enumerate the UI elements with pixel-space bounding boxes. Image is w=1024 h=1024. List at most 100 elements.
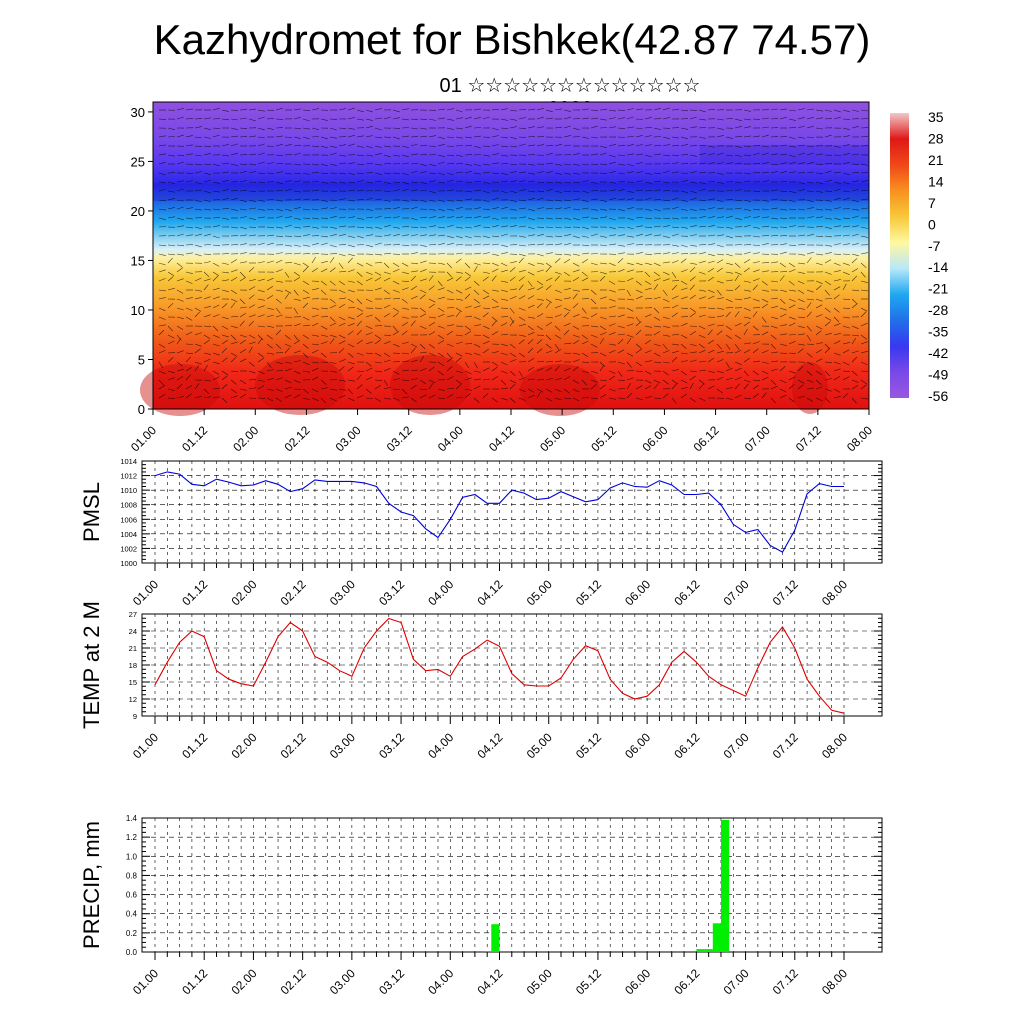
wind-barb — [158, 269, 166, 273]
wind-barb — [230, 226, 238, 229]
wind-barb — [545, 162, 553, 165]
cold-band-upper — [700, 145, 869, 165]
wind-barb — [860, 397, 868, 400]
wind-barb — [320, 181, 328, 184]
wind-barb — [761, 392, 767, 399]
wind-barb — [203, 261, 211, 264]
wind-barb — [347, 181, 356, 184]
wind-barb — [788, 370, 796, 374]
wind-barb — [689, 397, 696, 403]
wind-barb — [572, 198, 580, 201]
wind-barb — [563, 329, 570, 336]
wind-barb — [302, 118, 310, 122]
wind-barb — [410, 143, 418, 147]
wind-barb — [806, 370, 813, 376]
y-tick-label: 1002 — [120, 544, 137, 553]
wind-barb — [644, 350, 652, 354]
wind-barb — [698, 289, 706, 292]
heatmap-x-tick-label: 06.00 — [639, 423, 670, 454]
wind-barb — [419, 216, 427, 219]
wind-barb — [500, 127, 509, 129]
wind-barb — [293, 244, 301, 247]
wind-barb — [680, 172, 689, 174]
wind-barb — [626, 316, 634, 319]
wind-barb — [761, 199, 769, 202]
wind-barb — [824, 397, 831, 403]
wind-barb — [554, 275, 560, 282]
wind-barb — [653, 199, 662, 201]
wind-barb — [824, 235, 832, 238]
wind-barb — [761, 350, 769, 354]
wind-barb — [590, 253, 599, 255]
wind-barb — [734, 394, 742, 399]
wind-barb — [401, 262, 409, 267]
wind-barb — [248, 361, 255, 367]
wind-barb — [194, 395, 202, 399]
wind-barb — [635, 385, 643, 390]
wind-barb — [158, 297, 166, 300]
wind-barb — [824, 217, 832, 220]
wind-barb — [437, 154, 445, 157]
wind-barb — [446, 277, 454, 282]
wind-barb — [626, 323, 634, 327]
wind-barb — [347, 235, 355, 238]
wind-barb — [716, 207, 724, 210]
wind-barb — [743, 267, 750, 273]
wind-barb — [761, 280, 768, 286]
wind-barb — [545, 171, 553, 174]
colorbar-label: 14 — [928, 173, 944, 189]
wind-barb — [329, 257, 335, 264]
wind-barb — [464, 125, 472, 129]
wind-barb — [338, 334, 346, 339]
wind-barb — [662, 316, 670, 320]
wind-barb — [851, 268, 859, 273]
x-tick-label: 02.12 — [278, 730, 309, 761]
wind-barb — [707, 109, 716, 111]
wind-barb — [320, 334, 328, 337]
wind-barb — [347, 244, 355, 248]
wind-barb — [356, 307, 364, 312]
wind-barb — [320, 145, 328, 149]
wind-barb — [284, 386, 292, 390]
wind-barb — [392, 378, 400, 381]
wind-barb — [842, 190, 851, 192]
wind-barb — [266, 242, 274, 246]
wind-barb — [644, 314, 652, 318]
wind-barb — [563, 311, 570, 318]
wind-barb — [851, 243, 859, 246]
wind-barb — [221, 375, 228, 381]
wind-barb — [617, 172, 625, 175]
wind-barb — [851, 325, 859, 329]
wind-barb — [734, 126, 742, 129]
wind-barb — [779, 136, 788, 138]
wind-barb — [599, 379, 607, 382]
wind-barb — [248, 346, 253, 354]
wind-barb — [617, 397, 626, 399]
wind-barb — [266, 361, 272, 368]
wind-barb — [266, 378, 274, 381]
wind-barb — [491, 109, 500, 111]
wind-barb — [212, 235, 220, 239]
wind-barb — [455, 171, 463, 174]
wind-barb — [707, 162, 715, 165]
wind-barb — [644, 271, 651, 278]
wind-barb — [176, 338, 182, 345]
wind-barb — [383, 116, 391, 120]
wind-barb — [167, 287, 175, 291]
wind-barb — [194, 297, 202, 300]
wind-barb — [635, 295, 643, 300]
wind-barb — [698, 136, 706, 139]
wind-barb — [230, 127, 238, 130]
wind-barb — [176, 289, 184, 294]
wind-barb — [653, 352, 661, 357]
wind-barb — [572, 325, 580, 330]
wind-barb — [311, 163, 319, 166]
wind-barb — [554, 199, 562, 202]
wind-barb — [374, 397, 382, 402]
wind-barb — [725, 279, 733, 282]
wind-barb — [734, 145, 742, 148]
wind-barb — [437, 117, 445, 120]
series-line-1 — [154, 471, 844, 553]
wind-barb — [302, 289, 310, 294]
wind-barb — [428, 243, 437, 246]
